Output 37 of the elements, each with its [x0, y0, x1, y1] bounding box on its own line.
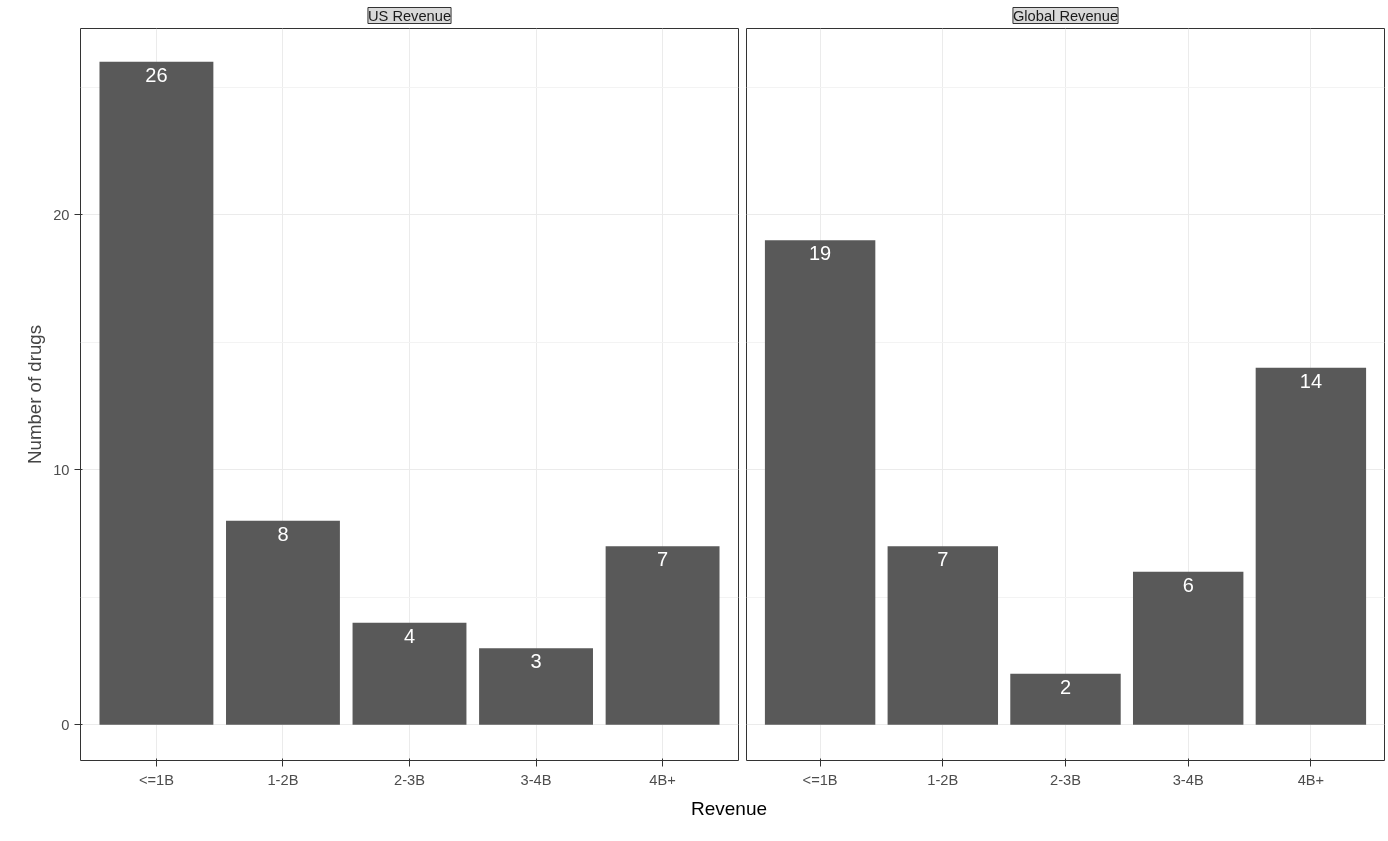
chart-title: Global Revenue: [1012, 7, 1119, 24]
data-label: 8: [277, 522, 289, 545]
bar: [352, 622, 467, 725]
y-tick-label: 10: [53, 461, 70, 478]
y-tick-label: 20: [53, 206, 70, 223]
x-tick-label: 4B+: [1297, 771, 1325, 788]
bar: [226, 520, 340, 725]
x-tick-label: 1-2B: [927, 771, 959, 788]
chart-title: US Revenue: [367, 7, 452, 24]
data-label: 2: [1059, 675, 1072, 698]
data-label: 4: [403, 624, 416, 647]
y-tick-label: 0: [61, 716, 70, 733]
data-label: 7: [657, 548, 669, 571]
x-axis-title: Revenue: [690, 797, 768, 821]
data-label: 3: [530, 650, 542, 673]
x-tick-label: 2-3B: [394, 771, 425, 788]
bar: [99, 61, 214, 725]
y-axis-title: Number of drugs: [24, 325, 46, 464]
bar: [605, 546, 720, 725]
bar: [1132, 571, 1244, 725]
x-tick-label: 3-4B: [1172, 771, 1204, 788]
x-tick-label: 3-4B: [520, 771, 552, 788]
bar: [1255, 367, 1367, 725]
bar: [1010, 673, 1121, 725]
bar: [479, 648, 593, 725]
data-label: 7: [937, 548, 949, 571]
data-label: 26: [145, 63, 168, 86]
data-label: 14: [1299, 369, 1323, 392]
data-label: 19: [808, 242, 832, 265]
data-label: 6: [1182, 573, 1194, 596]
bar: [887, 546, 999, 725]
x-tick-label: 2-3B: [1050, 771, 1081, 788]
x-tick-label: <=1B: [802, 771, 838, 788]
x-tick-label: 1-2B: [267, 771, 299, 788]
bar: [764, 240, 876, 725]
x-tick-label: 4B+: [649, 771, 676, 788]
x-tick-label: <=1B: [138, 771, 174, 788]
